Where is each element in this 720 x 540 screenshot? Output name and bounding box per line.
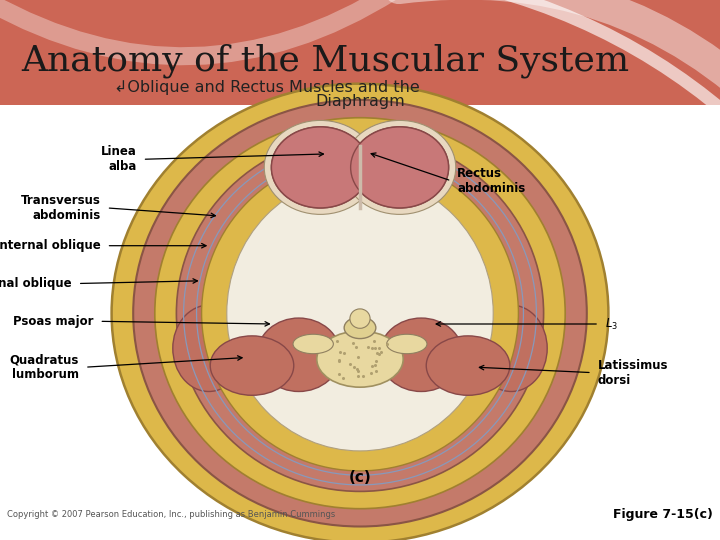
Text: Copyright © 2007 Pearson Education, Inc., publishing as Benjamin Cummings: Copyright © 2007 Pearson Education, Inc.…	[7, 510, 336, 518]
Polygon shape	[0, 0, 720, 105]
Ellipse shape	[351, 127, 449, 208]
Ellipse shape	[475, 305, 547, 392]
Text: Figure 7-15(c): Figure 7-15(c)	[613, 508, 713, 521]
Text: Latissimus
dorsi: Latissimus dorsi	[598, 359, 668, 387]
Text: Psoas major: Psoas major	[13, 315, 94, 328]
Bar	[0, 105, 720, 540]
Text: Transversus
abdominis: Transversus abdominis	[21, 194, 101, 222]
Ellipse shape	[257, 318, 341, 392]
Text: Internal oblique: Internal oblique	[0, 239, 101, 252]
FancyArrowPatch shape	[0, 0, 394, 56]
Ellipse shape	[426, 336, 510, 395]
Ellipse shape	[344, 317, 376, 339]
Ellipse shape	[264, 120, 377, 214]
Text: Quadratus
lumborum: Quadratus lumborum	[10, 353, 79, 381]
Ellipse shape	[133, 100, 587, 526]
FancyArrowPatch shape	[399, 0, 720, 117]
Text: ↲Oblique and Rectus Muscles and the: ↲Oblique and Rectus Muscles and the	[114, 80, 419, 95]
Ellipse shape	[112, 84, 608, 540]
Ellipse shape	[293, 334, 333, 354]
Ellipse shape	[350, 309, 370, 328]
Text: (c): (c)	[348, 470, 372, 485]
Ellipse shape	[176, 135, 544, 491]
Ellipse shape	[317, 331, 403, 387]
Ellipse shape	[271, 127, 369, 208]
Ellipse shape	[173, 305, 245, 392]
Text: $L_3$: $L_3$	[605, 316, 618, 332]
Text: Anatomy of the Muscular System: Anatomy of the Muscular System	[22, 44, 630, 78]
Text: Linea
alba: Linea alba	[101, 145, 137, 173]
Ellipse shape	[379, 318, 463, 392]
Text: External oblique: External oblique	[0, 277, 72, 290]
Ellipse shape	[155, 118, 565, 509]
Ellipse shape	[271, 127, 369, 208]
Ellipse shape	[387, 334, 427, 354]
Ellipse shape	[343, 120, 456, 214]
Text: Diaphragm: Diaphragm	[315, 94, 405, 109]
FancyArrowPatch shape	[471, 0, 720, 160]
Ellipse shape	[351, 127, 449, 208]
Ellipse shape	[202, 156, 518, 471]
Text: Rectus
abdominis: Rectus abdominis	[457, 167, 526, 195]
Ellipse shape	[227, 176, 493, 451]
Ellipse shape	[210, 336, 294, 395]
